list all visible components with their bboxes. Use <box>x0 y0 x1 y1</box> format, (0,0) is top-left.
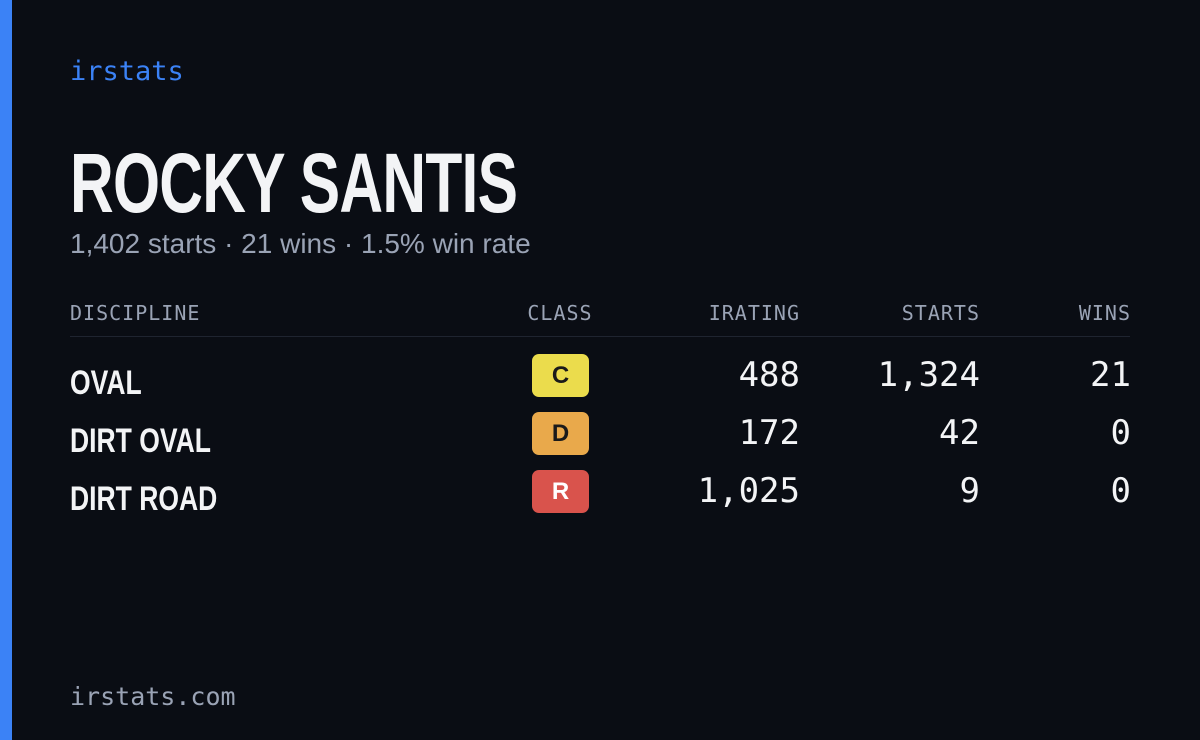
driver-name: ROCKY SANTIS <box>70 136 518 230</box>
irating: 1,025 <box>697 471 800 511</box>
column-header: IRATING <box>708 301 800 325</box>
irating: 172 <box>738 413 800 453</box>
footer: irstats.com <box>70 682 236 711</box>
starts: 1,324 <box>877 355 980 395</box>
discipline: DIRT ROAD <box>70 480 218 518</box>
column-header: WINS <box>1078 301 1131 325</box>
column-header: CLASS <box>527 301 593 325</box>
starts: 9 <box>959 471 980 511</box>
class-badge: C <box>532 354 589 397</box>
brand: irstats <box>70 56 184 87</box>
header-rule <box>70 336 1130 337</box>
accent-bar <box>0 0 12 740</box>
wins: 0 <box>1110 471 1131 511</box>
discipline: DIRT OVAL <box>70 422 211 460</box>
column-header: DISCIPLINE <box>70 301 201 325</box>
class-badge: D <box>532 412 589 455</box>
wins: 0 <box>1110 413 1131 453</box>
discipline: OVAL <box>70 364 142 402</box>
column-header: STARTS <box>901 301 980 325</box>
wins: 21 <box>1090 355 1131 395</box>
irating: 488 <box>738 355 800 395</box>
driver-summary: 1,402 starts · 21 wins · 1.5% win rate <box>70 228 531 259</box>
class-badge: R <box>532 470 589 513</box>
starts: 42 <box>939 413 980 453</box>
